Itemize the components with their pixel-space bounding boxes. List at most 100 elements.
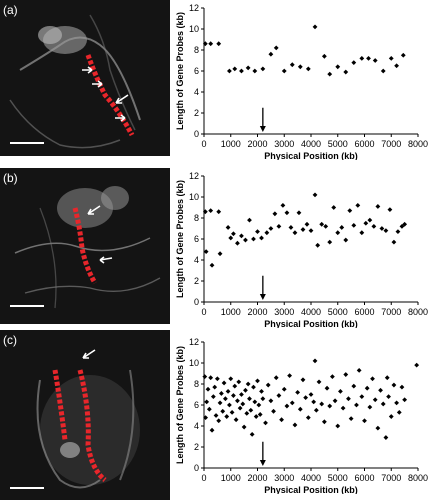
panel-label-a: (a) — [3, 3, 18, 17]
data-point — [260, 66, 266, 72]
data-point — [256, 402, 262, 408]
y-tick-label: 0 — [194, 297, 199, 307]
x-tick-label: 1000 — [221, 307, 241, 317]
x-tick-label: 7000 — [381, 307, 401, 317]
x-tick-label: 1000 — [221, 473, 241, 483]
data-point — [214, 376, 220, 382]
data-point — [239, 392, 244, 397]
data-point — [312, 358, 318, 364]
data-point — [388, 414, 394, 419]
data-point — [372, 397, 378, 403]
x-tick-label: 5000 — [328, 307, 348, 317]
data-point — [236, 379, 242, 385]
data-point — [347, 208, 353, 214]
y-tick-label: 6 — [194, 234, 199, 244]
data-point — [289, 400, 295, 406]
x-tick-label: 1000 — [221, 139, 241, 149]
x-tick-label: 6000 — [354, 139, 374, 149]
data-point — [239, 233, 244, 239]
data-point — [257, 412, 263, 417]
data-point — [295, 390, 301, 395]
scatter-chart-a: Length of Gene Probes (kb) Physical Posi… — [176, 0, 432, 160]
y-tick-label: 8 — [194, 45, 199, 55]
x-tick-label: 7000 — [381, 139, 401, 149]
data-point — [323, 224, 329, 229]
data-point — [229, 409, 235, 415]
data-point — [379, 226, 385, 231]
x-tick-label: 8000 — [408, 307, 428, 317]
x-tick-label: 2000 — [247, 139, 267, 149]
micrograph-panel-c: (c) — [0, 330, 170, 500]
data-point — [255, 229, 260, 235]
data-point — [335, 230, 341, 236]
x-tick-label: 6000 — [354, 307, 374, 317]
data-point — [217, 251, 223, 257]
x-tick-label: 8000 — [408, 473, 428, 483]
data-point — [208, 208, 214, 214]
data-point — [203, 415, 209, 420]
data-point — [276, 393, 282, 398]
data-point — [281, 68, 287, 74]
y-tick-label: 0 — [194, 463, 199, 473]
data-point — [212, 384, 218, 390]
data-point — [248, 407, 254, 413]
data-point — [265, 382, 271, 388]
data-point — [213, 413, 219, 418]
data-point — [343, 237, 349, 243]
data-point — [292, 422, 298, 428]
data-point — [331, 205, 337, 210]
x-axis-title: Physical Position (kb) — [264, 319, 358, 328]
data-point — [208, 375, 214, 381]
x-tick-label: 6000 — [354, 473, 374, 483]
data-point — [321, 53, 327, 59]
micrograph-panel-b: (b) — [0, 168, 170, 324]
data-point — [351, 60, 357, 65]
data-point — [343, 372, 349, 377]
data-point — [297, 64, 303, 70]
data-point — [300, 227, 306, 232]
data-point — [313, 407, 319, 413]
data-point — [319, 401, 325, 407]
y-tick-label: 2 — [194, 442, 199, 452]
x-tick-label: 4000 — [301, 139, 321, 149]
data-point — [228, 376, 234, 382]
data-point — [321, 419, 327, 425]
data-point — [239, 68, 244, 74]
x-tick-label: 3000 — [274, 307, 294, 317]
data-point — [252, 399, 258, 405]
data-point — [308, 392, 314, 397]
data-point — [237, 405, 243, 411]
data-point — [225, 225, 231, 230]
data-point — [335, 423, 341, 429]
data-point — [319, 221, 325, 227]
data-point — [394, 63, 399, 69]
position-arrow-head — [259, 126, 266, 132]
data-point — [253, 414, 259, 419]
data-point — [232, 383, 238, 389]
y-tick-label: 0 — [194, 129, 199, 139]
data-point — [240, 401, 246, 407]
data-point — [303, 395, 309, 401]
data-point — [355, 203, 361, 208]
y-tick-label: 6 — [194, 66, 199, 76]
panel-label-b: (b) — [3, 171, 18, 185]
y-axis-title: Length of Gene Probes (kb) — [176, 12, 185, 130]
data-point — [205, 386, 211, 392]
data-point — [273, 375, 279, 381]
data-point — [388, 56, 394, 61]
data-point — [209, 427, 215, 433]
data-point — [243, 237, 248, 243]
data-point — [228, 235, 234, 241]
data-point — [243, 387, 248, 393]
x-tick-label: 0 — [201, 139, 206, 149]
data-point — [366, 56, 371, 61]
data-point — [375, 425, 381, 431]
data-point — [308, 228, 314, 233]
y-axis-title: Length of Gene Probes (kb) — [176, 346, 185, 464]
data-point — [227, 402, 232, 408]
data-point — [216, 209, 222, 215]
data-point — [221, 380, 227, 386]
panel-label-c: (c) — [3, 333, 17, 347]
data-point — [343, 69, 349, 75]
data-point — [263, 420, 268, 426]
